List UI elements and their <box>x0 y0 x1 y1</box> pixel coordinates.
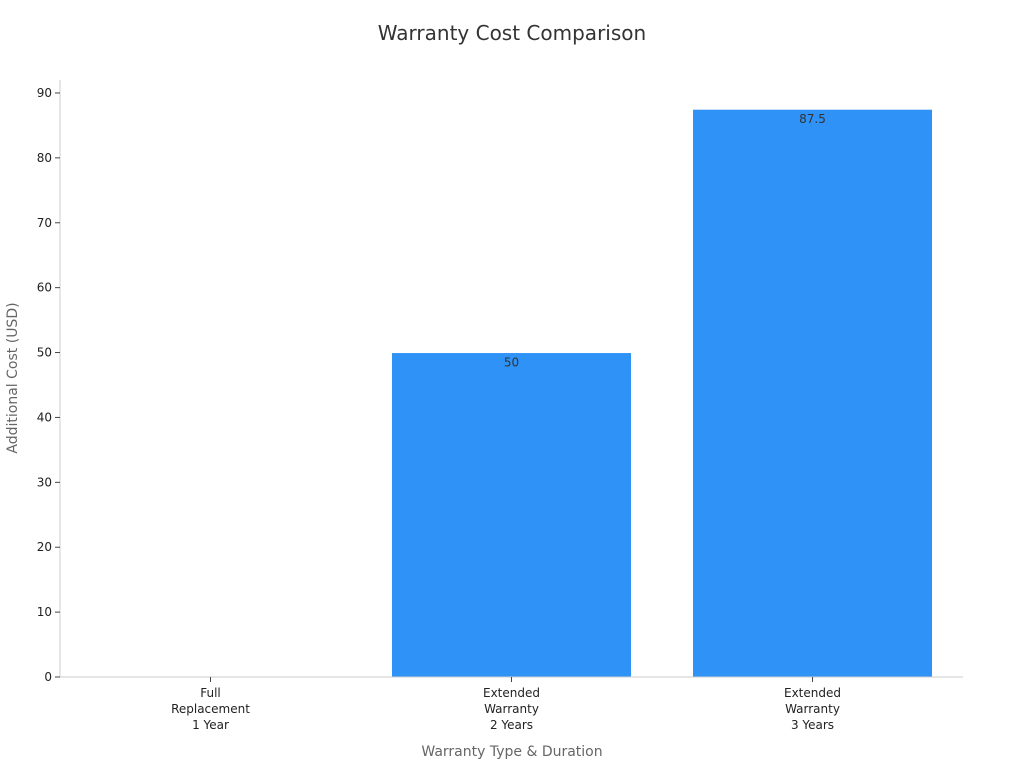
bar-data-label: 87.5 <box>799 112 826 126</box>
y-tick-label: 20 <box>37 540 52 554</box>
y-tick-label: 40 <box>37 410 52 424</box>
x-tick-label: Extended <box>483 686 540 700</box>
bar-data-label: 50 <box>504 356 519 370</box>
y-tick-label: 90 <box>37 86 52 100</box>
y-axis-label: Additional Cost (USD) <box>5 302 21 453</box>
bar <box>391 352 632 678</box>
y-tick-label: 70 <box>37 216 52 230</box>
x-tick-label: Warranty <box>785 702 840 716</box>
y-tick-label: 10 <box>37 605 52 619</box>
x-tick-label: Full <box>200 686 221 700</box>
x-tick-label: Replacement <box>171 702 250 716</box>
bar-group <box>391 108 933 678</box>
y-tick-label: 80 <box>37 151 52 165</box>
y-tick-group: 0 10 20 30 40 50 60 70 80 90 <box>37 86 60 684</box>
x-tick-label: Warranty <box>484 702 539 716</box>
chart-title: Warranty Cost Comparison <box>378 21 646 45</box>
x-tick-group: Full Replacement 1 Year Extended Warranty 2 Y… <box>171 677 841 732</box>
x-tick-label: 1 Year <box>192 718 229 732</box>
y-tick-label: 0 <box>44 670 52 684</box>
y-tick-label: 60 <box>37 281 52 295</box>
x-tick-label: Extended <box>784 686 841 700</box>
data-label-group: 50 87.5 <box>504 112 826 369</box>
y-tick-label: 50 <box>37 346 52 360</box>
bar <box>692 108 933 678</box>
x-axis-label: Warranty Type & Duration <box>421 744 602 760</box>
x-tick-label: 2 Years <box>490 718 533 732</box>
y-tick-label: 30 <box>37 475 52 489</box>
x-tick-label: 3 Years <box>791 718 834 732</box>
